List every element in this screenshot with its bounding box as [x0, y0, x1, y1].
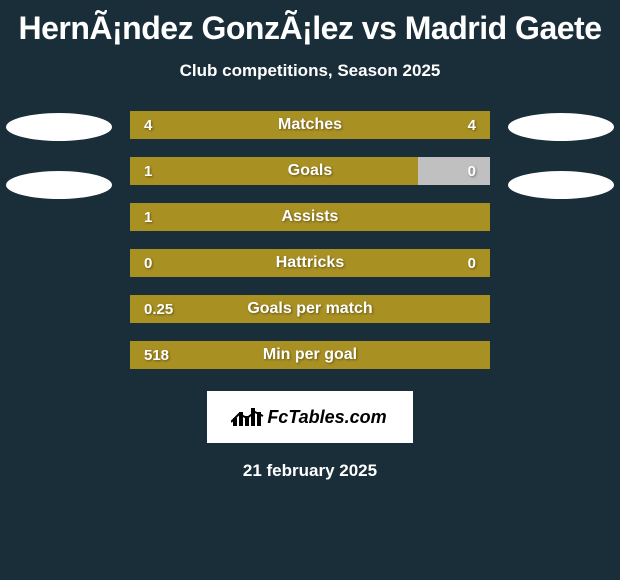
stat-bars: 4Matches41Goals01Assists0Hattricks00.25G…: [130, 111, 490, 369]
date-text: 21 february 2025: [243, 461, 377, 481]
stat-label: Goals: [130, 162, 490, 180]
stat-label: Matches: [130, 116, 490, 134]
stat-label: Min per goal: [130, 346, 490, 364]
stat-value-right: 4: [468, 117, 476, 134]
player-ellipse: [6, 171, 112, 199]
comparison-card: HernÃ¡ndez GonzÃ¡lez vs Madrid Gaete Clu…: [0, 0, 620, 580]
player-ellipse: [508, 171, 614, 199]
stat-label: Hattricks: [130, 254, 490, 272]
stat-label: Assists: [130, 208, 490, 226]
page-title: HernÃ¡ndez GonzÃ¡lez vs Madrid Gaete: [19, 10, 602, 47]
stat-row: 0.25Goals per match: [130, 295, 490, 323]
subtitle: Club competitions, Season 2025: [180, 61, 441, 81]
stat-label: Goals per match: [130, 300, 490, 318]
stat-value-right: 0: [468, 255, 476, 272]
stat-row: 0Hattricks0: [130, 249, 490, 277]
player-ellipse: [508, 113, 614, 141]
stat-row: 4Matches4: [130, 111, 490, 139]
stat-value-right: 0: [468, 163, 476, 180]
stat-row: 518Min per goal: [130, 341, 490, 369]
player-ellipse: [6, 113, 112, 141]
logo-box: FcTables.com: [207, 391, 413, 443]
right-side-ellipses: [508, 111, 614, 199]
logo-text: FcTables.com: [267, 407, 386, 428]
stat-row: 1Assists: [130, 203, 490, 231]
stat-row: 1Goals0: [130, 157, 490, 185]
stats-area: 4Matches41Goals01Assists0Hattricks00.25G…: [0, 111, 620, 369]
logo-chart-icon: [233, 408, 261, 426]
left-side-ellipses: [6, 111, 112, 199]
